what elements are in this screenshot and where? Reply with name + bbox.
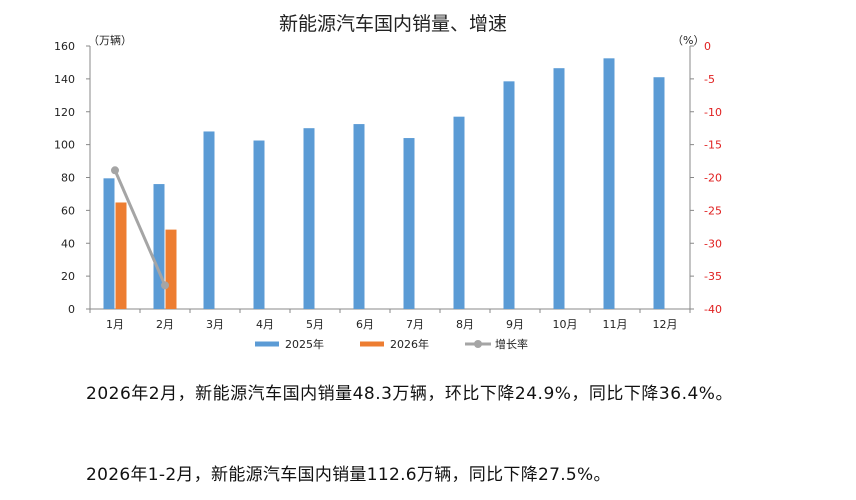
x-tick-label: 5月 bbox=[306, 318, 324, 331]
legend-label: 2026年 bbox=[390, 337, 429, 351]
bar bbox=[303, 128, 315, 309]
bar bbox=[453, 116, 465, 310]
left-tick-label: 20 bbox=[61, 270, 75, 283]
left-tick-label: 80 bbox=[61, 172, 75, 185]
growth-line-layer bbox=[111, 166, 169, 290]
left-tick-label: 120 bbox=[54, 106, 75, 119]
bar bbox=[503, 81, 515, 309]
bars-layer bbox=[103, 58, 665, 310]
bar bbox=[403, 138, 415, 309]
x-tick-label: 6月 bbox=[356, 318, 374, 331]
left-tick-label: 100 bbox=[54, 139, 75, 152]
left-tick-label: 160 bbox=[54, 40, 75, 53]
bar bbox=[153, 184, 165, 309]
right-tick-label: -25 bbox=[704, 204, 722, 217]
right-tick-label: -10 bbox=[704, 106, 722, 119]
x-tick-label: 11月 bbox=[603, 318, 628, 331]
left-tick-label: 60 bbox=[61, 204, 75, 217]
x-tick-label: 2月 bbox=[156, 318, 174, 331]
right-tick-label: -35 bbox=[704, 270, 722, 283]
x-tick-label: 9月 bbox=[506, 318, 524, 331]
right-tick-label: 0 bbox=[704, 40, 711, 53]
left-axis-unit: （万辆） bbox=[88, 33, 132, 47]
right-tick-label: -20 bbox=[704, 172, 722, 185]
bar bbox=[553, 68, 565, 309]
growth-point bbox=[161, 281, 169, 290]
legend-swatch bbox=[360, 341, 384, 347]
x-tick-label: 3月 bbox=[206, 318, 224, 331]
right-tick-label: -40 bbox=[704, 303, 722, 316]
bar bbox=[603, 58, 615, 309]
legend-marker bbox=[474, 340, 482, 348]
bar bbox=[115, 202, 127, 309]
right-tick-label: -5 bbox=[704, 73, 715, 86]
x-tick-label: 12月 bbox=[653, 318, 678, 331]
legend-swatch bbox=[255, 341, 279, 347]
axes: 0 20 40 60 80 100 120 140 160 0 -5 -10 -15 -20 -25 -30 -… bbox=[54, 40, 722, 331]
growth-point bbox=[111, 166, 119, 175]
bar bbox=[203, 131, 215, 309]
x-tick-label: 8月 bbox=[456, 318, 474, 331]
x-tick-label: 10月 bbox=[553, 318, 578, 331]
summary-paragraph-ytd: 2026年1-2月，新能源汽车国内销量112.6万辆，同比下降27.5%。 bbox=[86, 465, 611, 485]
bar bbox=[253, 140, 265, 309]
legend-label: 增长率 bbox=[495, 337, 528, 351]
legend: 2025年 2026年 增长率 bbox=[255, 337, 528, 351]
bar bbox=[653, 77, 665, 309]
bar bbox=[165, 229, 177, 309]
x-tick-label: 1月 bbox=[106, 318, 124, 331]
chart-title: 新能源汽车国内销量、增速 bbox=[279, 13, 507, 35]
bar bbox=[103, 178, 115, 309]
growth-line bbox=[113, 169, 167, 286]
left-tick-label: 0 bbox=[68, 303, 75, 316]
right-axis-unit: （%） bbox=[672, 34, 704, 47]
x-tick-label: 7月 bbox=[406, 318, 424, 331]
bar bbox=[353, 124, 365, 309]
x-tick-label: 4月 bbox=[256, 318, 274, 331]
summary-paragraph-monthly: 2026年2月，新能源汽车国内销量48.3万辆，环比下降24.9%，同比下降36… bbox=[86, 384, 733, 404]
right-tick-label: -30 bbox=[704, 237, 722, 250]
legend-label: 2025年 bbox=[285, 337, 324, 351]
sales-chart: 新能源汽车国内销量、增速 （万辆） （%） 0 20 40 60 80 100 120 140… bbox=[54, 13, 722, 351]
left-tick-label: 40 bbox=[61, 237, 75, 250]
left-tick-label: 140 bbox=[54, 73, 75, 86]
right-tick-label: -15 bbox=[704, 139, 722, 152]
